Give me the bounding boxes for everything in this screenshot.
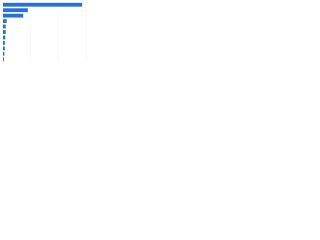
bar (3, 13, 24, 18)
bar (3, 30, 6, 34)
bar (3, 57, 4, 62)
bar (3, 24, 6, 29)
bar (3, 19, 7, 23)
page: (() => { const data = JSON.parse(documen… (0, 0, 100, 71)
bar (3, 35, 6, 40)
bar (3, 51, 5, 56)
bar (3, 41, 5, 45)
bar (3, 46, 5, 51)
chart (2, 2, 87, 62)
bar (3, 2, 83, 7)
bar (3, 8, 28, 13)
